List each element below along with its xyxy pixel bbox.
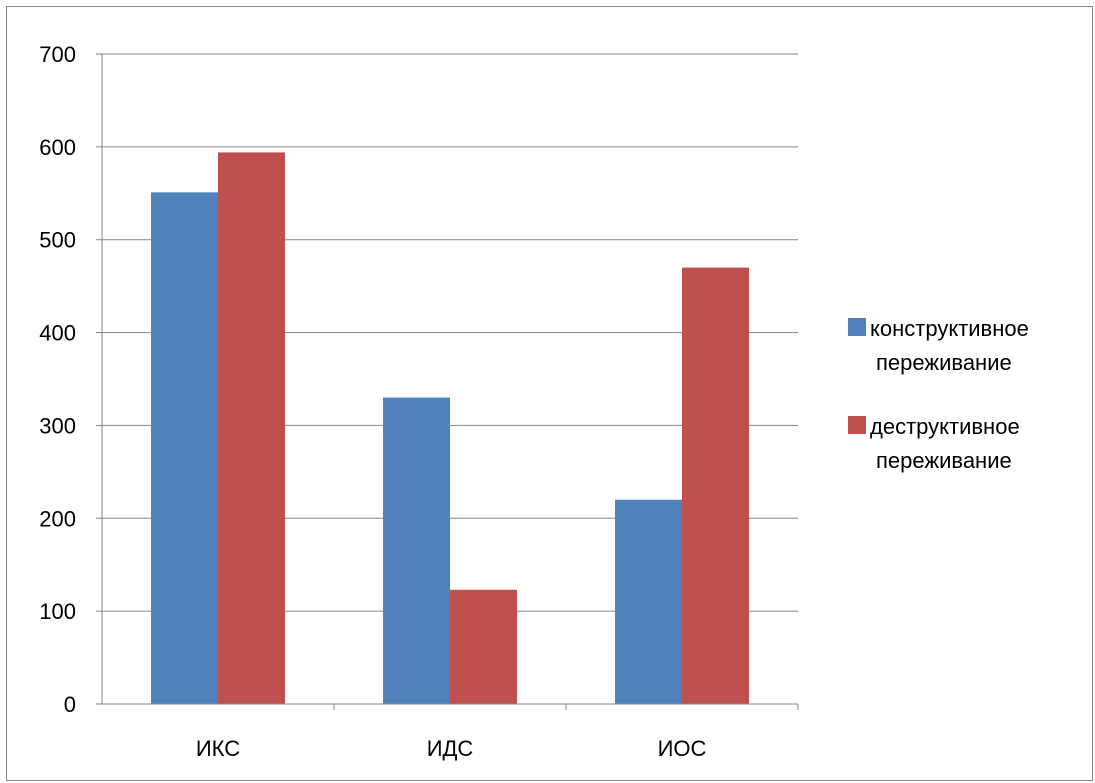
- x-tick-labels: ИКС ИДС ИОС: [196, 736, 707, 761]
- bar: [218, 152, 285, 704]
- legend-label-line: конструктивное: [870, 316, 1029, 341]
- bar: [615, 499, 682, 704]
- y-tick-label: 200: [39, 506, 76, 531]
- y-tick-label: 400: [39, 321, 76, 346]
- x-tick-label: ИОС: [658, 736, 707, 761]
- legend-swatch: [848, 318, 866, 336]
- y-tick-label: 0: [64, 692, 76, 717]
- y-tick-label: 600: [39, 135, 76, 160]
- legend-swatch: [848, 416, 866, 434]
- bars: [151, 152, 749, 704]
- y-tick-label: 500: [39, 228, 76, 253]
- y-tick-label: 700: [39, 42, 76, 67]
- bar: [151, 192, 218, 704]
- legend-label: деструктивное переживание: [870, 414, 1020, 473]
- axes: [96, 53, 799, 710]
- y-tick-labels: 0 100 200 300 400 500 600 700: [39, 42, 76, 717]
- x-tick-label: ИКС: [196, 736, 240, 761]
- y-tick-label: 300: [39, 413, 76, 438]
- bar: [682, 267, 749, 704]
- legend: конструктивное переживание деструктивное пе…: [848, 316, 1029, 473]
- legend-label-line: деструктивное: [870, 414, 1020, 439]
- bar: [450, 589, 517, 704]
- y-tick-label: 100: [39, 599, 76, 624]
- legend-label-line: переживание: [876, 448, 1012, 473]
- bar: [383, 397, 450, 704]
- legend-label-line: переживание: [876, 350, 1012, 375]
- x-tick-label: ИДС: [427, 736, 474, 761]
- legend-label: конструктивное переживание: [870, 316, 1029, 375]
